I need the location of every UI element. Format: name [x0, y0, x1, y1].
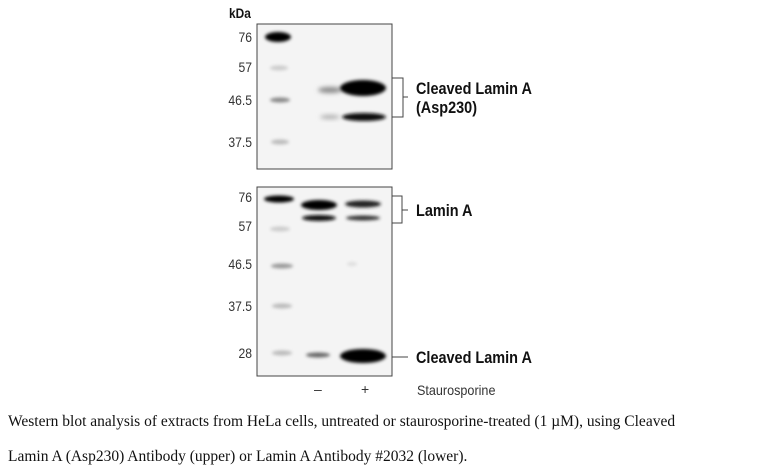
faint-band	[347, 262, 357, 266]
lamin-a-bracket	[392, 195, 408, 224]
marker-37-5: 37.5	[228, 135, 252, 150]
cleaved-band-minus	[306, 352, 330, 358]
ladder-band-76	[265, 32, 291, 42]
lamin-a-band2-minus	[302, 215, 336, 221]
brackets	[392, 77, 408, 358]
marker-76: 76	[238, 30, 252, 45]
cleaved-lamin-band-lower	[342, 113, 386, 121]
unit-label: kDa	[229, 5, 251, 21]
lamin-a-band2-plus	[346, 215, 380, 221]
marker-37-5: 37.5	[228, 299, 252, 314]
cleaved-band-plus	[340, 349, 386, 363]
asp230-label: (Asp230)	[416, 98, 478, 117]
treatment-label: Staurosporine	[417, 382, 496, 398]
lane-minus-label: –	[314, 381, 322, 397]
ladder-band-57	[270, 226, 290, 232]
ladder-band-37	[272, 303, 292, 309]
cleaved-lamin-band-upper	[340, 80, 386, 96]
cleaved-lamin-a-label: Cleaved Lamin A	[416, 79, 532, 98]
marker-57: 57	[238, 219, 252, 234]
upper-blot-frame	[256, 23, 393, 170]
ladder-band-46	[270, 97, 290, 103]
lower-blot	[256, 186, 393, 377]
ladder-band-76	[264, 195, 294, 203]
ladder-band-46	[271, 263, 293, 269]
ladder-band-57	[270, 65, 288, 71]
ladder-band-28	[272, 350, 292, 356]
marker-46-5: 46.5	[228, 257, 252, 272]
marker-46-5: 46.5	[228, 93, 252, 108]
upper-band-faint	[318, 87, 342, 93]
lane-plus-label: +	[361, 381, 370, 397]
marker-76: 76	[238, 190, 252, 205]
upper-blot	[256, 23, 393, 170]
caption-line-2: Lamin A (Asp230) Antibody (upper) or Lam…	[8, 448, 468, 465]
lamin-a-band-plus	[345, 200, 381, 208]
caption-line-1: Western blot analysis of extracts from H…	[8, 413, 676, 430]
marker-28: 28	[238, 346, 252, 361]
lamin-a-band-minus	[301, 200, 337, 210]
lamin-a-label: Lamin A	[416, 201, 473, 220]
upper-bracket	[392, 77, 408, 118]
ladder-band-37	[271, 139, 289, 145]
cleaved-lamin-a-label-lower: Cleaved Lamin A	[416, 348, 532, 367]
marker-57: 57	[238, 60, 252, 75]
upper-band-faint-2	[320, 115, 340, 119]
